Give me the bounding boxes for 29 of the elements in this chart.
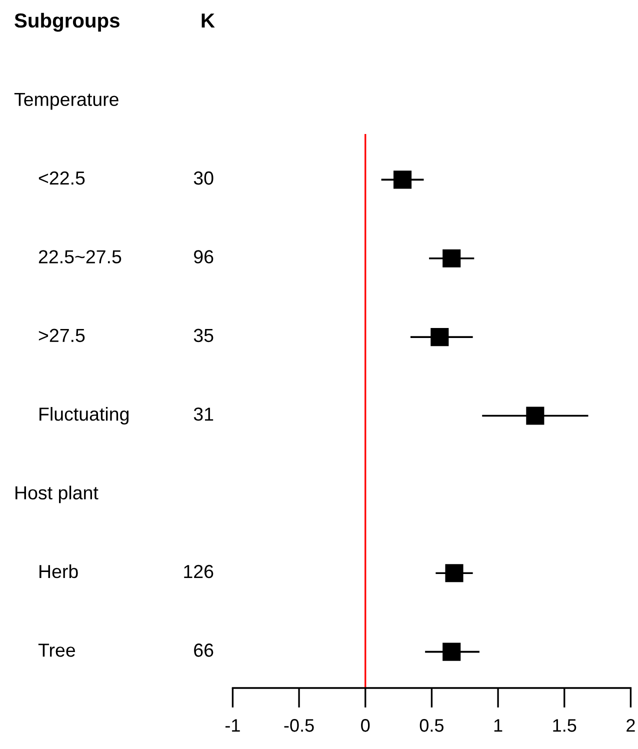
x-tick-label: 0.5	[420, 719, 444, 732]
point	[430, 328, 449, 346]
y-axis-title: Subgroups	[14, 12, 120, 32]
x-tick-label: 0	[361, 719, 370, 732]
text: 31	[194, 408, 214, 421]
text: 96	[194, 250, 214, 264]
y-tick-label: Fluctuating	[40, 407, 129, 424]
text: 35	[194, 328, 214, 342]
text: 126	[184, 564, 214, 578]
text: 66	[194, 644, 214, 657]
text: K	[202, 14, 215, 28]
point	[393, 170, 412, 189]
x-tick-label: -1	[225, 719, 240, 732]
x-tick-label: 1.5	[553, 719, 576, 732]
text: 30	[194, 171, 214, 185]
y-tick-label: Herb	[40, 564, 78, 578]
point	[442, 249, 461, 268]
text: Temperature	[14, 92, 118, 110]
y-tick-label: <22.5	[38, 171, 85, 185]
point	[526, 406, 544, 425]
x-tick-label: -0.5	[284, 719, 314, 732]
y-tick-label: Tree	[38, 644, 76, 657]
point	[442, 642, 461, 661]
x-tick-label: 2	[626, 719, 635, 732]
y-tick-label: 22.5~27.5	[38, 250, 122, 264]
point	[445, 564, 464, 582]
y-tick-label: >27.5	[38, 328, 85, 342]
text: Host plant	[16, 486, 98, 504]
x-tick-label: 1	[494, 719, 502, 732]
